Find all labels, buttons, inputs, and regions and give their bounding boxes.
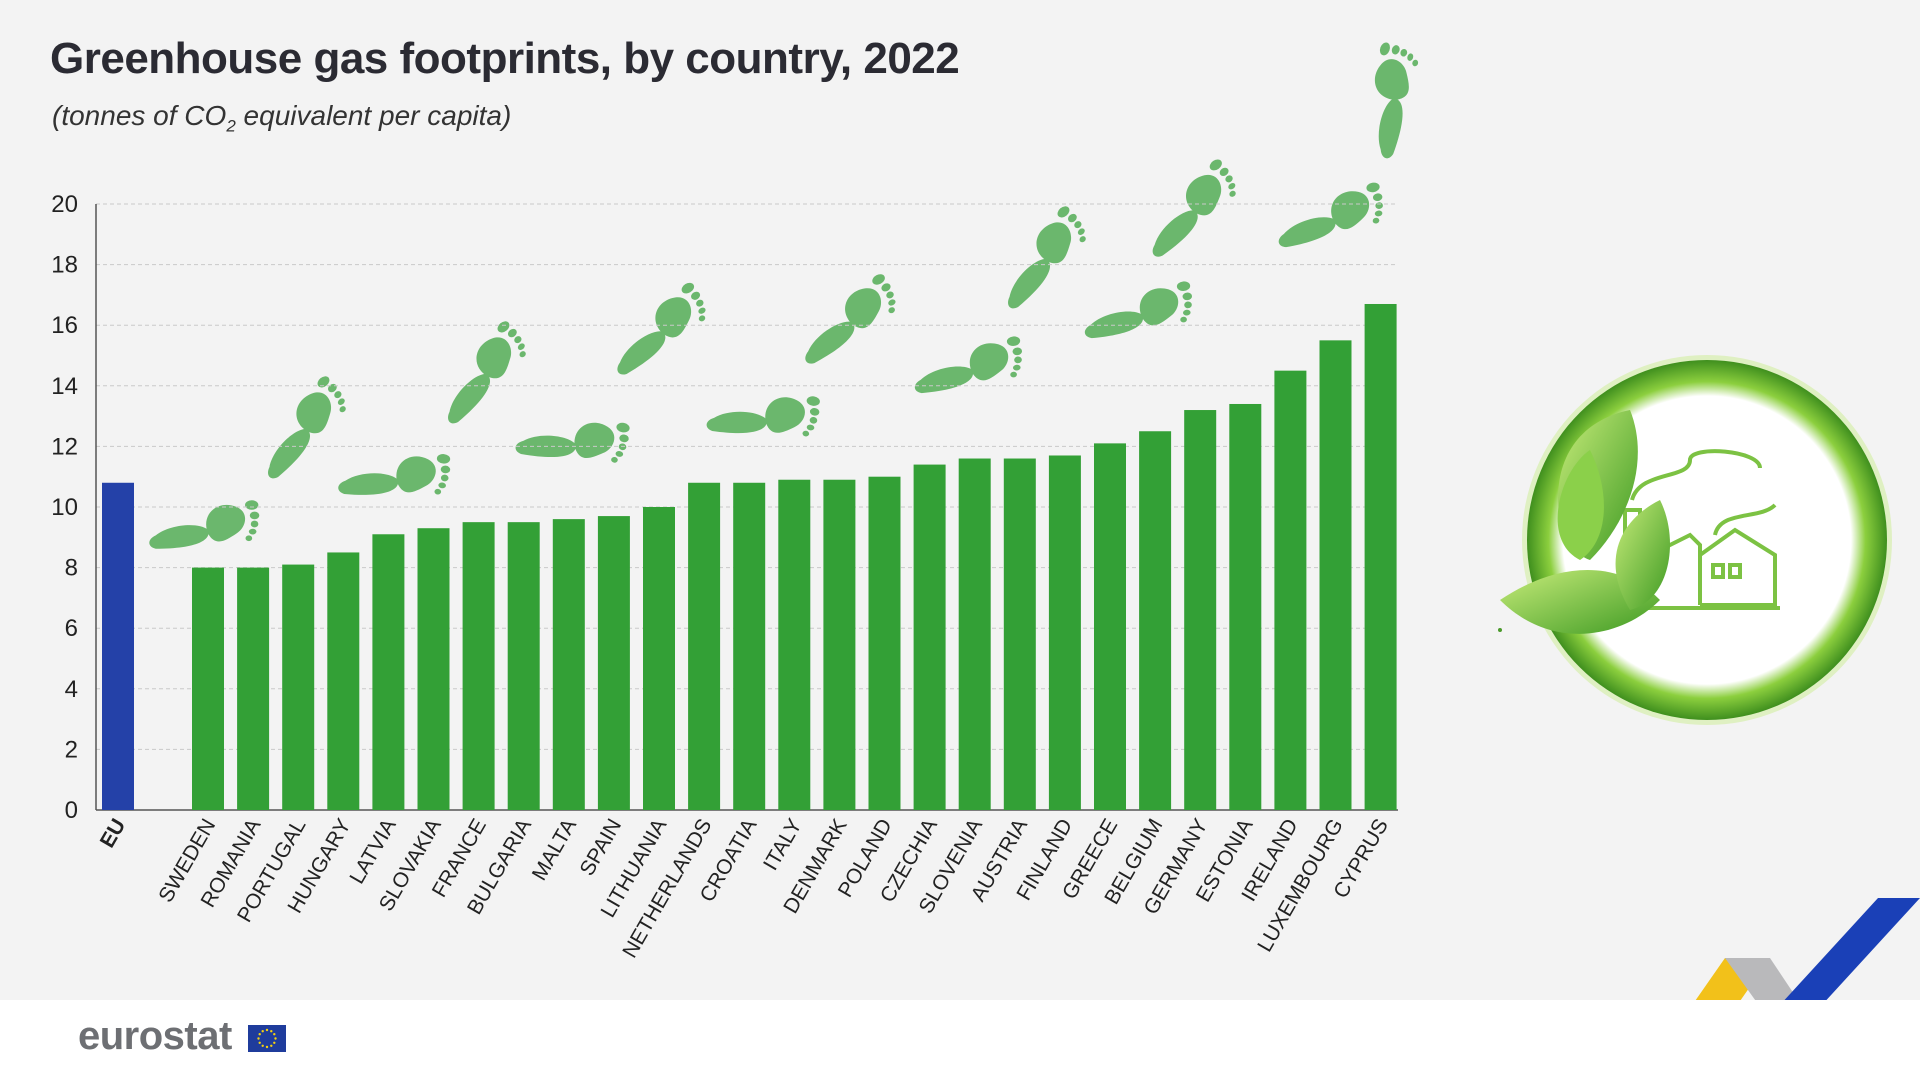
- bar-ireland: [1274, 370, 1307, 810]
- y-tick-label: 20: [51, 191, 78, 218]
- y-tick-label: 14: [51, 373, 78, 400]
- bar-czechia: [913, 464, 946, 810]
- y-tick-label: 2: [65, 736, 78, 763]
- bar-finland: [1048, 455, 1081, 810]
- y-tick-label: 10: [51, 494, 78, 521]
- y-tick-label: 8: [65, 555, 78, 582]
- bar-denmark: [823, 479, 856, 810]
- bar-greece: [1094, 443, 1126, 810]
- footer: [0, 1000, 1920, 1080]
- bar-portugal: [282, 564, 315, 810]
- eco-emblem-icon: [1498, 355, 1892, 725]
- y-tick-label: 16: [51, 312, 78, 339]
- bar-slovakia: [417, 528, 450, 810]
- bar-germany: [1184, 410, 1217, 810]
- y-tick-label: 18: [51, 252, 78, 279]
- y-tick-label: 6: [65, 615, 78, 642]
- x-tick-label: ITALY: [759, 815, 807, 874]
- bar-estonia: [1229, 403, 1262, 810]
- bar-cyprus: [1364, 303, 1397, 810]
- x-tick-label: MALTA: [528, 815, 581, 884]
- bar-malta: [552, 519, 585, 810]
- bar-lithuania: [643, 507, 675, 810]
- bar-italy: [778, 479, 811, 810]
- y-tick-label: 4: [65, 676, 78, 703]
- bar-austria: [1003, 458, 1036, 810]
- bar-belgium: [1139, 431, 1172, 810]
- chart-title: Greenhouse gas footprints, by country, 2…: [50, 34, 960, 83]
- bar-poland: [868, 476, 901, 810]
- bar-slovenia: [958, 458, 991, 810]
- bar-eu: [102, 482, 134, 810]
- x-tick-label: EU: [96, 815, 131, 852]
- bar-hungary: [327, 552, 360, 810]
- bar-romania: [237, 567, 270, 810]
- chart-subtitle: (tonnes of CO2 equivalent per capita): [52, 100, 512, 136]
- bar-france: [462, 522, 495, 810]
- y-tick-label: 12: [51, 433, 78, 460]
- bar-sweden: [192, 567, 224, 810]
- bar-croatia: [733, 482, 766, 810]
- bar-latvia: [372, 534, 405, 810]
- eurostat-logo: eurostat: [78, 1014, 232, 1058]
- bar-netherlands: [688, 482, 721, 810]
- bar-spain: [597, 516, 630, 810]
- bar-luxembourg: [1319, 340, 1352, 810]
- y-tick-label: 0: [65, 797, 78, 824]
- bar-bulgaria: [507, 522, 540, 810]
- eu-flag-icon: [248, 1025, 286, 1052]
